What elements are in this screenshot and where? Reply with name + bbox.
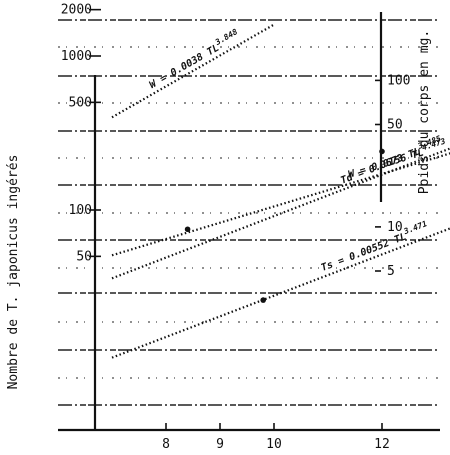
labels: 8910121416200010005001005010050105W = 0.… (6, 3, 448, 452)
y2-tick-label: 10 (387, 220, 403, 235)
y-tick-label: 2000 (61, 3, 92, 18)
y-axis-title: Nombre de T. japonicus ingérés (6, 155, 21, 390)
y-tick-label: 500 (69, 95, 92, 110)
grid-lines (58, 19, 440, 431)
x-tick-label: 10 (266, 437, 282, 452)
y2-tick-label: 50 (387, 118, 403, 133)
data-point (260, 297, 267, 303)
fit-equation-exponent: 3.471 (402, 219, 429, 236)
axes (58, 8, 440, 432)
fit-equation-label: Ts = 0.00552 TL3.471 (318, 219, 430, 274)
y-tick-label: 1000 (61, 49, 92, 64)
y2-tick-label: 5 (387, 264, 395, 279)
y2-axis-title: Poids du corps en mg. (417, 30, 432, 194)
fit-line (111, 147, 450, 280)
y-tick-label: 50 (76, 249, 92, 264)
x-tick-label: 9 (216, 437, 224, 452)
fit-line (111, 227, 450, 359)
data-point (184, 226, 191, 233)
y-tick-label: 100 (69, 203, 92, 218)
y2-tick-label: 100 (387, 73, 410, 88)
fit-equation-exponent: 3.848 (213, 27, 239, 47)
x-tick-label: 8 (162, 437, 170, 452)
fit-equation-label: W = 0.0038 TL3.848 (146, 27, 242, 91)
fit-line (111, 23, 275, 119)
x-tick-label: 12 (374, 437, 390, 452)
